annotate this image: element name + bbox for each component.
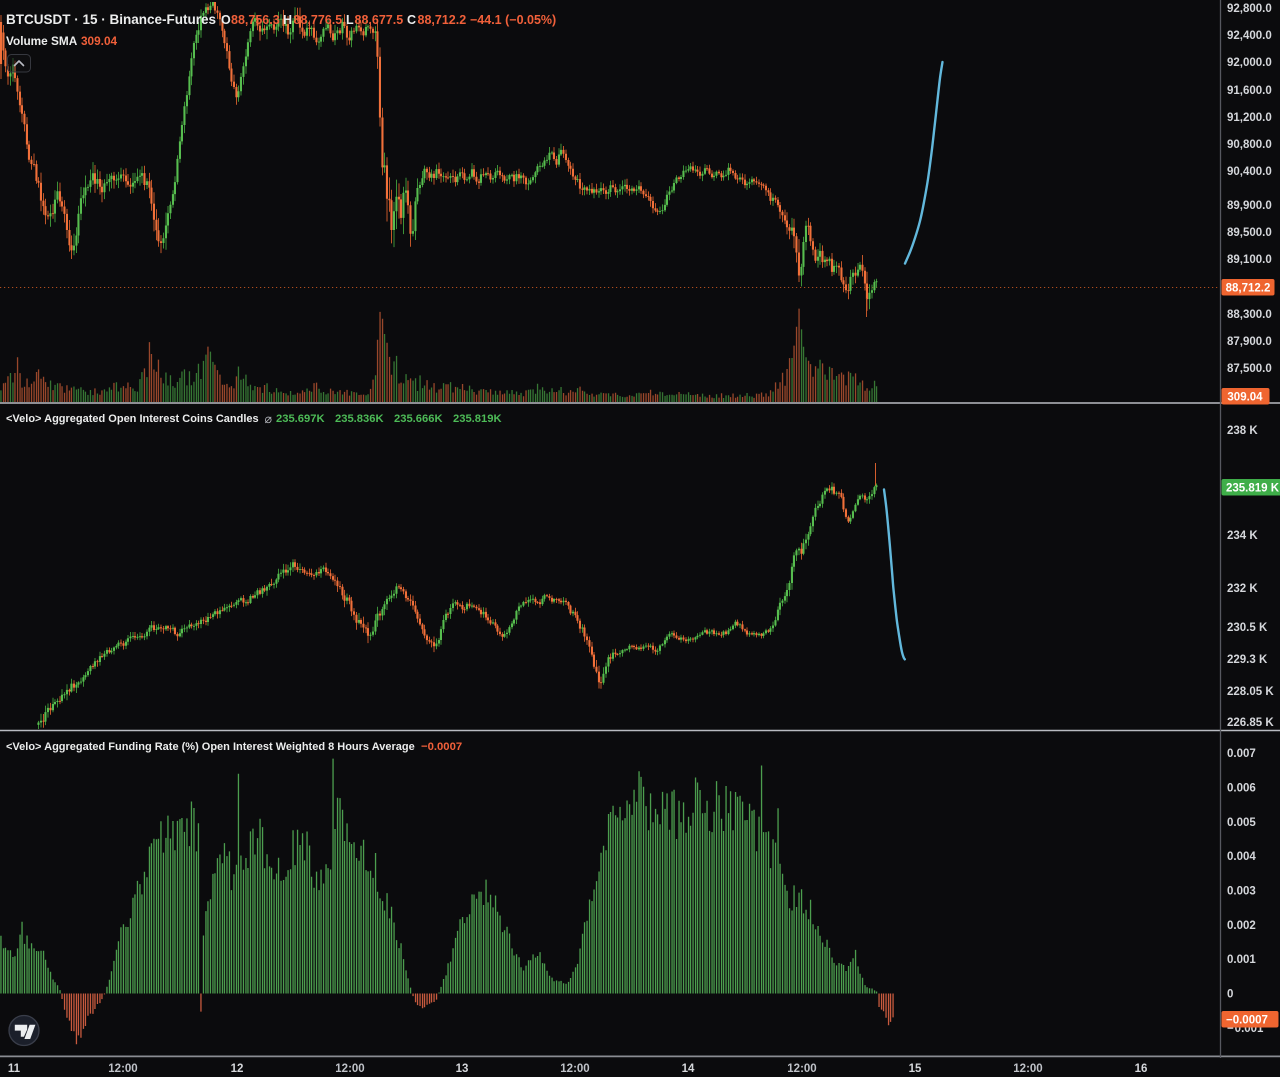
svg-text:13: 13 bbox=[456, 1063, 469, 1075]
svg-text:90,400.0: 90,400.0 bbox=[1227, 166, 1272, 178]
svg-text:235.819K: 235.819K bbox=[453, 413, 502, 425]
svg-text:0.001: 0.001 bbox=[1227, 954, 1256, 966]
svg-text:12:00: 12:00 bbox=[560, 1063, 589, 1075]
svg-text:88,300.0: 88,300.0 bbox=[1227, 309, 1272, 321]
svg-text:Volume SMA: Volume SMA bbox=[6, 34, 78, 48]
svg-text:88,712.2: 88,712.2 bbox=[1226, 283, 1271, 295]
svg-text:12:00: 12:00 bbox=[108, 1063, 137, 1075]
svg-text:0.003: 0.003 bbox=[1227, 886, 1256, 898]
svg-text:228.05 K: 228.05 K bbox=[1227, 686, 1274, 698]
svg-text:<Velo> Aggregated Funding Rate: <Velo> Aggregated Funding Rate (%) Open … bbox=[6, 741, 415, 753]
svg-text:−0.0007: −0.0007 bbox=[421, 741, 462, 753]
svg-text:229.3 K: 229.3 K bbox=[1227, 654, 1268, 666]
svg-text:12:00: 12:00 bbox=[335, 1063, 364, 1075]
svg-text:L: L bbox=[346, 13, 354, 27]
svg-text:89,500.0: 89,500.0 bbox=[1227, 227, 1272, 239]
svg-text:O: O bbox=[221, 13, 231, 27]
svg-text:226.85 K: 226.85 K bbox=[1227, 717, 1274, 729]
svg-text:92,400.0: 92,400.0 bbox=[1227, 30, 1272, 42]
svg-text:88,776.5: 88,776.5 bbox=[294, 13, 343, 27]
svg-text:89,900.0: 89,900.0 bbox=[1227, 200, 1272, 212]
svg-text:12: 12 bbox=[231, 1063, 244, 1075]
svg-text:⌀: ⌀ bbox=[265, 412, 273, 426]
svg-text:89,100.0: 89,100.0 bbox=[1227, 254, 1272, 266]
svg-text:−44.1 (−0.05%): −44.1 (−0.05%) bbox=[470, 13, 556, 27]
svg-text:235.819 K: 235.819 K bbox=[1226, 483, 1280, 495]
svg-text:12:00: 12:00 bbox=[1013, 1063, 1042, 1075]
svg-text:H: H bbox=[283, 13, 292, 27]
svg-text:0.004: 0.004 bbox=[1227, 851, 1256, 863]
svg-text:−0.0007: −0.0007 bbox=[1226, 1015, 1268, 1027]
svg-text:15: 15 bbox=[909, 1063, 922, 1075]
svg-text:91,200.0: 91,200.0 bbox=[1227, 112, 1272, 124]
svg-text:232 K: 232 K bbox=[1227, 583, 1258, 595]
svg-text:0.005: 0.005 bbox=[1227, 817, 1256, 829]
svg-text:88,756.3: 88,756.3 bbox=[231, 13, 280, 27]
svg-text:92,000.0: 92,000.0 bbox=[1227, 57, 1272, 69]
svg-text:230.5 K: 230.5 K bbox=[1227, 622, 1268, 634]
svg-text:11: 11 bbox=[8, 1063, 21, 1075]
svg-text:88,712.2: 88,712.2 bbox=[418, 13, 467, 27]
svg-text:309.04: 309.04 bbox=[1227, 392, 1263, 404]
svg-text:238 K: 238 K bbox=[1227, 425, 1258, 437]
svg-text:234 K: 234 K bbox=[1227, 530, 1258, 542]
svg-text:235.697K: 235.697K bbox=[276, 413, 325, 425]
svg-text:16: 16 bbox=[1135, 1063, 1148, 1075]
svg-text:91,600.0: 91,600.0 bbox=[1227, 85, 1272, 97]
svg-text:0.007: 0.007 bbox=[1227, 748, 1256, 760]
svg-text:0.002: 0.002 bbox=[1227, 920, 1256, 932]
svg-text:88,677.5: 88,677.5 bbox=[355, 13, 404, 27]
svg-text:C: C bbox=[407, 13, 416, 27]
svg-text:235.666K: 235.666K bbox=[394, 413, 443, 425]
svg-text:87,900.0: 87,900.0 bbox=[1227, 336, 1272, 348]
svg-text:<Velo> Aggregated Open Interes: <Velo> Aggregated Open Interest Coins Ca… bbox=[6, 413, 259, 425]
svg-text:87,500.0: 87,500.0 bbox=[1227, 363, 1272, 375]
svg-text:14: 14 bbox=[682, 1063, 695, 1075]
svg-text:0.006: 0.006 bbox=[1227, 783, 1256, 795]
svg-text:92,800.0: 92,800.0 bbox=[1227, 3, 1272, 15]
svg-text:90,800.0: 90,800.0 bbox=[1227, 139, 1272, 151]
svg-text:12:00: 12:00 bbox=[787, 1063, 816, 1075]
svg-text:BTCUSDT · 15 · Binance-Futures: BTCUSDT · 15 · Binance-Futures bbox=[6, 12, 216, 27]
svg-text:235.836K: 235.836K bbox=[335, 413, 384, 425]
svg-text:309.04: 309.04 bbox=[81, 34, 118, 48]
svg-text:0: 0 bbox=[1227, 989, 1233, 1001]
